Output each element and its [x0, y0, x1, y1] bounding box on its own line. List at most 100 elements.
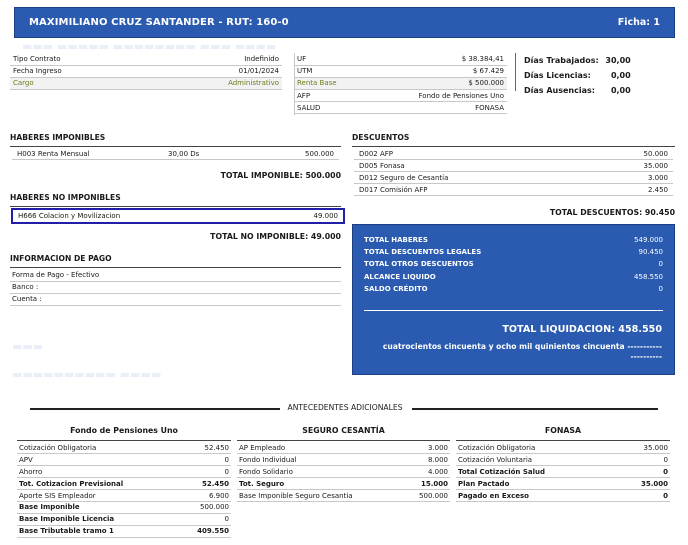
table-cell: Fondo Individual	[237, 453, 404, 467]
table-row: UF $ 38.384,41	[294, 53, 507, 66]
table-row: Renta Base $ 500.000	[294, 77, 507, 91]
table-cell: Base Imponible Seguro Cesantia	[237, 489, 404, 502]
banco: Banco :	[10, 281, 341, 294]
table-row: Fondo Individual 8.000	[237, 453, 450, 467]
table-cell: Días Trabajados:	[524, 56, 599, 65]
table-cell: 500.000	[403, 489, 450, 502]
cuenta: Cuenta :	[10, 293, 341, 307]
table-cell: 52.450	[177, 477, 231, 491]
table-cell: $ 67.429	[364, 65, 507, 78]
row-text: 30,00 Ds	[168, 149, 200, 158]
table-row: Cotización Voluntaria 0	[456, 453, 670, 467]
table-cell: Cargo	[10, 77, 144, 91]
haber-no-imponible-row[interactable]: H666 Colacion y Movilizacion 49.000	[11, 208, 345, 224]
total-liquidacion: TOTAL LIQUIDACION: 458.550	[502, 324, 662, 335]
table-cell: Ahorro	[17, 465, 178, 479]
antecedentes-rule-left	[30, 408, 280, 410]
table-row: Fecha Ingreso 01/01/2024	[10, 65, 282, 78]
row-text: TOTAL DESCUENTOS LEGALES	[364, 248, 482, 257]
row-text: 90.450	[638, 248, 664, 257]
descuento-row: D005 Fonasa 35.000	[354, 160, 673, 172]
table-cell: Días Licencias:	[524, 71, 591, 80]
total-descuentos: TOTAL DESCUENTOS: 90.450	[549, 208, 675, 217]
row-text: 49.000	[313, 212, 339, 220]
table-cell: 15.000	[403, 477, 450, 491]
table-row: Base Imponible Seguro Cesantia 500.000	[237, 489, 450, 502]
table-cell: UF	[294, 53, 365, 66]
table-row: Cargo Administrativo	[10, 77, 282, 91]
table-cell: Total Cotización Salud	[456, 465, 616, 479]
indicators-divider	[294, 53, 295, 115]
total-in-words: cuatrocientos cincuenta y ocho mil quini…	[382, 342, 662, 351]
afp-table: Cotización Obligatoria 52.450 APV 0 Ahorro…	[17, 442, 231, 538]
table-row: Tipo Contrato Indefinido	[10, 53, 282, 66]
table-row: Cuenta :	[10, 293, 341, 307]
table-cell: Tipo Contrato	[10, 53, 144, 66]
table-row: AFP Fondo de Pensiones Uno	[294, 89, 507, 103]
row-text: 458.550	[634, 272, 663, 281]
table-row: APV 0	[17, 453, 231, 467]
days-divider	[515, 53, 516, 91]
table-row: Días Ausencias: 0,00	[522, 84, 633, 97]
table-cell: Fondo de Pensiones Uno	[364, 89, 507, 103]
table-cell: Fecha Ingreso	[10, 65, 144, 78]
table-cell: $ 500.000	[364, 77, 507, 91]
table-cell: Base Imponible	[17, 501, 178, 514]
table-cell: Días Ausencias:	[524, 86, 595, 95]
table-cell: 409.550	[177, 525, 231, 538]
table-row: Pagado en Exceso 0	[456, 489, 670, 502]
summary-row: TOTAL OTROS DESCUENTOS 0	[364, 258, 663, 270]
row-text: 2.450	[647, 185, 668, 194]
table-cell: Cotización Obligatoria	[456, 442, 616, 455]
table-cell: 4.000	[403, 465, 450, 479]
antecedentes-rule-right	[412, 408, 658, 410]
cesantia-rule	[237, 440, 450, 441]
row-text: H666 Colacion y Movilizacion	[18, 212, 121, 220]
table-cell: Pagado en Exceso	[456, 489, 616, 502]
table-row: Tot. Seguro 15.000	[237, 477, 450, 491]
table-cell: Indefinido	[143, 53, 282, 66]
table-cell: Base Tributable tramo 1	[17, 525, 178, 538]
descuento-row: D002 AFP 50.000	[354, 148, 673, 160]
table-cell: 8.000	[403, 453, 450, 467]
row-text: H003 Renta Mensual	[17, 149, 90, 158]
descuento-row: D017 Comisión AFP 2.450	[354, 184, 673, 196]
row-text: 0	[658, 284, 663, 293]
table-cell: 30,00	[605, 56, 631, 65]
table-row: Días Trabajados: 30,00	[522, 54, 633, 67]
table-row: Cotización Obligatoria 35.000	[456, 442, 670, 455]
watermark-ghost: ▬▬▬ ▬▬▬▬▬ ▬▬▬▬▬▬▬▬ ▬▬▬ ▬▬▬▬	[22, 40, 277, 53]
row-text: TOTAL HABERES	[364, 236, 428, 245]
table-row: UTM $ 67.429	[294, 65, 507, 78]
employee-name: MAXIMILIANO CRUZ SANTANDER - RUT: 160-0	[29, 17, 289, 28]
row-text: ALCANCE LIQUIDO	[364, 272, 436, 281]
table-cell: 0	[177, 513, 231, 526]
table-cell: 6.900	[177, 489, 231, 502]
row-text: TOTAL OTROS DESCUENTOS	[364, 260, 474, 269]
row-text: D002 AFP	[359, 149, 394, 158]
table-row: Base Imponible 500.000	[17, 501, 231, 514]
table-cell: Tot. Cotizacion Previsional	[17, 477, 178, 491]
descuento-row: D012 Seguro de Cesantía 3.000	[354, 172, 673, 184]
pago-title: INFORMACION DE PAGO	[10, 254, 112, 263]
table-cell: 0	[177, 465, 231, 479]
table-cell: $ 38.384,41	[364, 53, 507, 66]
table-cell: 01/01/2024	[143, 65, 282, 78]
table-cell: 0	[615, 489, 670, 502]
pago-table: Forma de Pago - Efectivo Banco : Cuenta …	[10, 269, 341, 307]
table-row: Base Tributable tramo 1 409.550	[17, 525, 231, 538]
table-cell: Administrativo	[143, 77, 282, 91]
summary-box: TOTAL HABERES 549.000 TOTAL DESCUENTOS LE…	[352, 224, 675, 375]
table-cell: 0	[177, 453, 231, 467]
table-row: Tot. Cotizacion Previsional 52.450	[17, 477, 231, 491]
total-no-imponible: TOTAL NO IMPONIBLE: 49.000	[210, 232, 341, 241]
table-cell: Renta Base	[294, 77, 365, 91]
table-row: Fondo Solidario 4.000	[237, 465, 450, 479]
watermark-ghost: ▬▬▬▬▬▬▬▬▬▬ ▬▬▬▬	[12, 368, 162, 381]
row-text: 0	[658, 260, 663, 269]
table-cell: APV	[17, 453, 178, 467]
summary-rows: TOTAL HABERES 549.000 TOTAL DESCUENTOS LE…	[364, 234, 663, 295]
haber-row: H003 Renta Mensual 30,00 Ds 500.000	[12, 148, 339, 160]
table-cell: 500.000	[177, 501, 231, 514]
fonasa-title: FONASA	[544, 426, 582, 435]
